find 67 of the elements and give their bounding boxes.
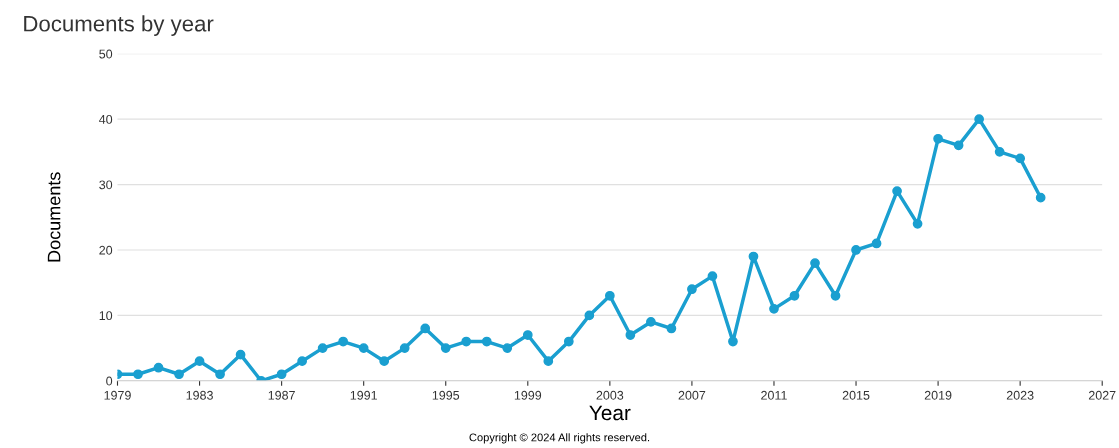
point — [687, 284, 697, 295]
x-tick-label: 1987 — [268, 390, 295, 400]
point — [994, 147, 1005, 157]
point — [522, 330, 533, 340]
point — [912, 218, 923, 229]
point — [625, 330, 636, 340]
x-tick-label: 2019 — [924, 390, 952, 400]
point — [851, 245, 861, 255]
point — [1035, 192, 1046, 203]
point — [297, 356, 307, 367]
point — [810, 258, 820, 268]
point — [215, 369, 225, 380]
point — [604, 290, 615, 301]
point — [707, 271, 718, 282]
y-tick-label: 0 — [106, 376, 113, 386]
y-tick-label: 40 — [99, 114, 113, 124]
y-tick-label: 50 — [99, 49, 113, 59]
point — [194, 356, 205, 367]
x-tick-label: 1995 — [432, 390, 460, 400]
x-tick-label: 1979 — [104, 390, 131, 400]
point — [235, 349, 246, 360]
x-tick-label: 1999 — [514, 390, 542, 400]
x-tick-label: 2015 — [842, 390, 870, 400]
point — [830, 290, 841, 301]
point — [933, 133, 943, 144]
x-tick-label: 2003 — [596, 390, 624, 400]
point — [1015, 153, 1026, 164]
point — [440, 343, 451, 353]
x-tick-label: 1991 — [350, 390, 377, 400]
point — [481, 336, 492, 347]
point — [174, 369, 184, 380]
y-tick-label: 20 — [99, 245, 113, 255]
point — [543, 356, 554, 367]
x-tick-label: 2007 — [678, 390, 706, 400]
point — [892, 186, 902, 196]
point — [133, 369, 143, 380]
x-tick-label: 2011 — [761, 390, 787, 400]
point — [461, 336, 472, 347]
x-axis-title: Year — [589, 405, 631, 421]
point — [646, 317, 656, 327]
point — [871, 238, 882, 249]
point — [379, 356, 390, 367]
y-tick-label: 10 — [99, 311, 113, 321]
x-tick-label: 1983 — [186, 390, 213, 400]
point — [358, 343, 369, 353]
point — [502, 343, 513, 353]
chart-title: Documents by year — [24, 15, 214, 36]
point — [953, 140, 964, 151]
point — [563, 336, 574, 347]
point — [769, 303, 779, 314]
point — [338, 336, 349, 347]
text: Copyright © 2024 All rights reserved. — [469, 433, 650, 444]
y-axis-title: Documents — [47, 172, 61, 262]
point — [974, 114, 984, 125]
point — [789, 290, 800, 301]
point — [317, 343, 328, 353]
point — [276, 369, 287, 380]
x-tick-label: 2023 — [1006, 390, 1034, 400]
x-tick-label: 2027 — [1088, 390, 1116, 400]
point — [728, 336, 738, 347]
point — [420, 323, 431, 334]
point — [399, 343, 410, 353]
point — [153, 362, 164, 373]
point — [748, 251, 759, 262]
point — [584, 310, 595, 321]
y-tick-label: 30 — [99, 180, 113, 190]
point — [666, 323, 677, 334]
